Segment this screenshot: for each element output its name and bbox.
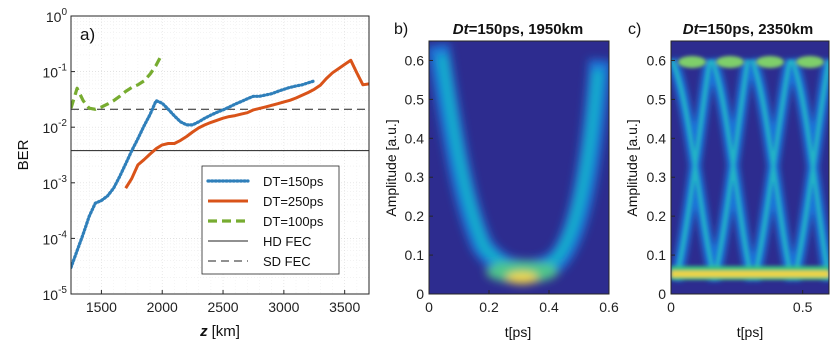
fec-lines [71,108,369,152]
x-tick-label: 0.4 [539,299,559,315]
panel-a-series [71,52,369,270]
y-tick-label: 10-5 [43,285,68,303]
panel-b-xlabel: t[ps] [505,324,531,340]
panel-a-ylabel: BER [15,139,32,170]
panel-b-title-var: Dt [453,21,470,38]
y-tick-label: 0.3 [647,169,667,185]
y-tick-label: 10-3 [43,174,68,192]
legend-label: DT=250ps [263,194,324,209]
panel-a: 1500 2000 2500 3000 3500 100 10-1 10-2 10-3 10-4 1… [15,7,370,340]
panel-b-ticks: 0 0.2 0.4 0.6 0 0.1 0.2 0.3 0.4 0.5 0.6 [405,52,619,315]
panel-c-xlabel: t[ps] [737,324,763,340]
panel-b-glow [429,43,609,284]
y-tick-label: 0.3 [405,169,425,185]
y-tick-label: 0.5 [405,91,425,107]
x-tick-label: 0.5 [793,299,813,315]
series-line-2 [71,52,164,111]
y-tick-label: 100 [46,7,68,25]
bottom-band-yellow [671,271,829,277]
x-tick-label: 0.2 [479,299,499,315]
y-tick-label: 10-2 [43,118,68,136]
y-tick-label: 0.2 [647,208,667,224]
panel-b-label: b) [394,21,408,38]
panel-b-ylabel: Amplitude [a.u.] [383,119,399,216]
x-tick-label: 0 [667,299,675,315]
panel-c-heatmap [671,56,829,282]
panel-c-title-rest: =150ps, 2350km [699,21,814,38]
panel-c-frame [670,40,830,295]
y-tick-label: 0.6 [647,52,667,68]
series-line-1 [124,58,369,189]
series-line-0 [71,79,316,270]
panel-c-title: Dt=150ps, 2350km [683,21,814,38]
y-tick-label: 0.6 [405,52,425,68]
legend-label: DT=150ps [263,174,324,189]
y-tick-label: 0.2 [405,208,425,224]
panel-c-traces [671,56,829,281]
legend-label: DT=100ps [263,214,324,229]
y-tick-label: 0.1 [405,247,425,263]
x-tick-label: 1500 [86,299,117,315]
panel-c: 0 0.5 0 0.1 0.2 0.3 0.4 0.5 0.6 c) Dt=150ps, 235… [624,21,830,340]
panel-a-frame [70,15,370,295]
top-crossing-2 [716,56,744,68]
legend: DT=150ps DT=250ps DT=100ps HD FEC SD FEC [201,165,340,275]
eye-bottom-yellow [506,272,538,284]
x-tick-label: 0.6 [599,299,619,315]
y-tick-label: 0.4 [405,130,425,146]
y-tick-label: 0.5 [647,91,667,107]
y-tick-label: 0 [658,286,666,302]
panel-c-title-var: Dt [683,21,700,38]
panel-b-frame [428,40,610,295]
x-tick-label: 3000 [268,299,299,315]
panel-a-xlabel: z [km] [199,323,240,340]
top-crossing-3 [756,56,784,68]
panel-a-ticks: 1500 2000 2500 3000 3500 100 10-1 10-2 10-3 10-4 1… [43,7,361,315]
x-tick-label: 3500 [329,299,360,315]
x-tick-label: 2500 [207,299,238,315]
y-tick-label: 0.4 [647,130,667,146]
panel-b: 0 0.2 0.4 0.6 0 0.1 0.2 0.3 0.4 0.5 0.6 b) Dt=150p… [383,21,619,340]
top-crossing-4 [796,56,824,68]
panel-b-heatmap [429,43,609,284]
y-tick-label: 10-4 [43,229,68,247]
y-tick-label: 0 [416,286,424,302]
panel-c-ticks: 0 0.5 0 0.1 0.2 0.3 0.4 0.5 0.6 [647,52,813,315]
top-crossing-1 [678,56,706,68]
y-tick-label: 0.1 [647,247,667,263]
panel-c-label: c) [628,21,641,38]
xlabel-unit: [km] [212,323,240,340]
legend-label: SD FEC [263,254,311,269]
x-tick-label: 2000 [147,299,178,315]
legend-label: HD FEC [263,234,311,249]
eye-traces-inner [671,59,829,281]
xlabel-var: z [199,323,208,340]
panel-b-title-rest: =150ps, 1950km [469,21,584,38]
panel-a-label: a) [80,25,95,44]
panel-c-ylabel: Amplitude [a.u.] [624,119,640,216]
y-tick-label: 10-1 [43,63,68,81]
panel-b-title: Dt=150ps, 1950km [453,21,584,38]
x-tick-label: 0 [425,299,433,315]
